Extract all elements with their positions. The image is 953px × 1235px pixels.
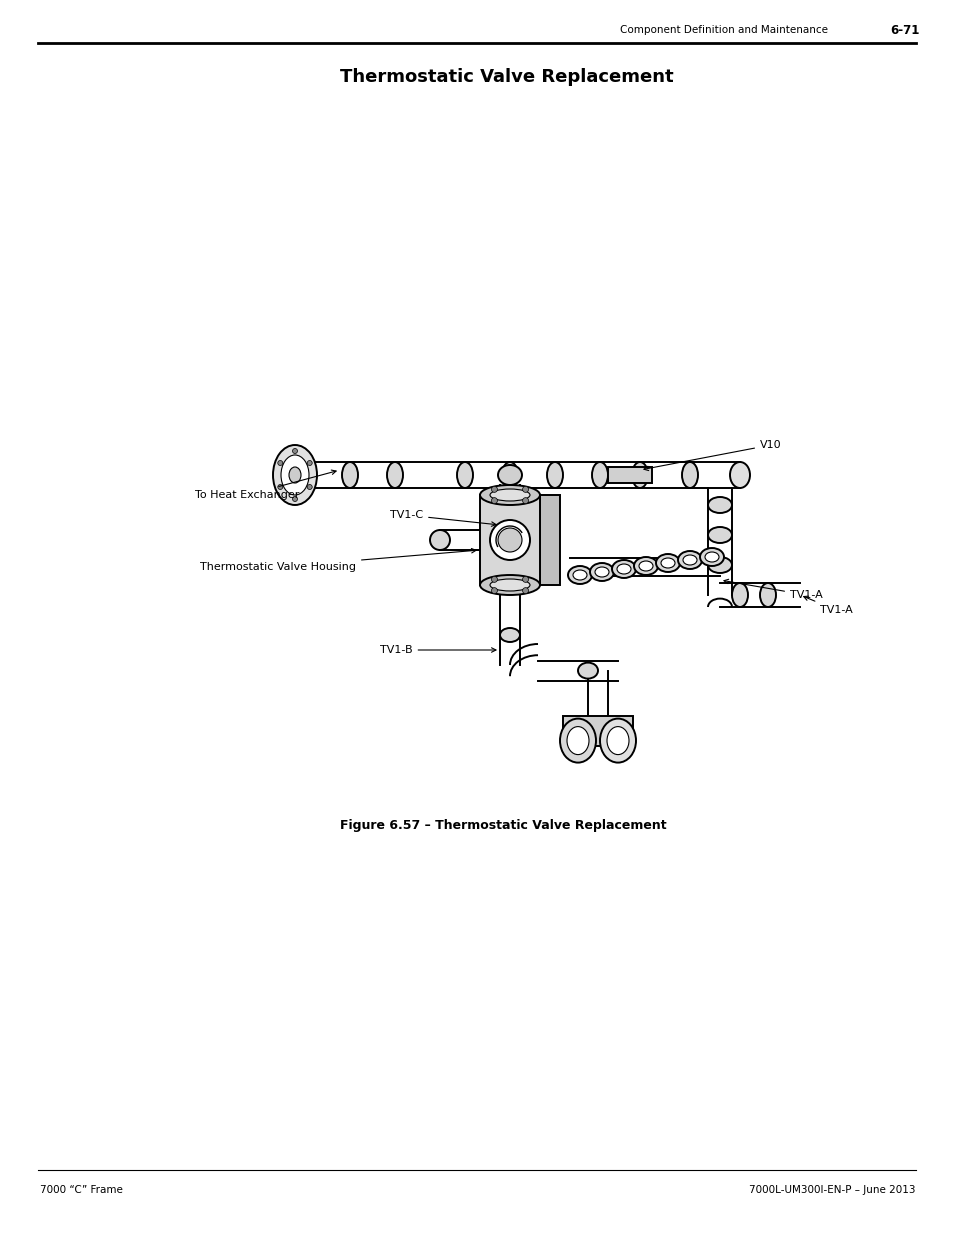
Ellipse shape: [341, 462, 357, 488]
Ellipse shape: [595, 567, 608, 577]
Text: V10: V10: [643, 440, 781, 471]
Ellipse shape: [599, 719, 636, 762]
Ellipse shape: [589, 563, 614, 580]
Ellipse shape: [430, 530, 450, 550]
Ellipse shape: [656, 555, 679, 572]
Ellipse shape: [277, 484, 282, 489]
Ellipse shape: [307, 461, 312, 466]
Bar: [587, 671, 607, 731]
Ellipse shape: [704, 552, 719, 562]
Bar: [294, 462, 740, 488]
Ellipse shape: [592, 462, 607, 488]
Text: 7000L-UM300I-EN-P – June 2013: 7000L-UM300I-EN-P – June 2013: [749, 1186, 915, 1195]
Text: TV1-B: TV1-B: [379, 645, 496, 655]
Ellipse shape: [491, 487, 497, 493]
Text: 7000 “C” Frame: 7000 “C” Frame: [40, 1186, 123, 1195]
Ellipse shape: [490, 520, 530, 559]
Ellipse shape: [491, 577, 497, 583]
Ellipse shape: [707, 557, 731, 573]
Ellipse shape: [479, 485, 539, 505]
Ellipse shape: [566, 726, 588, 755]
Bar: [707, 475, 731, 595]
Bar: [720, 583, 800, 606]
Ellipse shape: [293, 448, 297, 453]
Ellipse shape: [501, 462, 517, 488]
Text: Thermostatic Valve Housing: Thermostatic Valve Housing: [200, 548, 476, 572]
Bar: [569, 558, 720, 576]
Ellipse shape: [612, 559, 636, 578]
Ellipse shape: [491, 588, 497, 594]
Ellipse shape: [491, 498, 497, 504]
Bar: [439, 530, 479, 550]
Ellipse shape: [573, 571, 586, 580]
Text: Figure 6.57 – Thermostatic Valve Replacement: Figure 6.57 – Thermostatic Valve Replace…: [339, 819, 666, 831]
Ellipse shape: [559, 719, 596, 762]
Ellipse shape: [707, 527, 731, 543]
Bar: [499, 485, 519, 488]
Ellipse shape: [522, 577, 528, 583]
Bar: [537, 661, 618, 680]
Ellipse shape: [479, 576, 539, 595]
Ellipse shape: [273, 445, 316, 505]
Bar: [539, 495, 559, 585]
Ellipse shape: [729, 462, 749, 488]
Text: Component Definition and Maintenance: Component Definition and Maintenance: [619, 25, 827, 35]
Ellipse shape: [277, 461, 282, 466]
Ellipse shape: [522, 588, 528, 594]
Ellipse shape: [634, 557, 658, 576]
Ellipse shape: [387, 462, 402, 488]
Ellipse shape: [700, 548, 723, 566]
Text: TV1-A: TV1-A: [723, 579, 821, 600]
Ellipse shape: [681, 462, 698, 488]
Ellipse shape: [293, 496, 297, 501]
Ellipse shape: [606, 726, 628, 755]
Ellipse shape: [631, 462, 647, 488]
Ellipse shape: [617, 564, 630, 574]
Bar: [562, 715, 633, 746]
Ellipse shape: [497, 529, 521, 552]
Bar: [479, 495, 539, 585]
Ellipse shape: [307, 484, 312, 489]
Ellipse shape: [567, 566, 592, 584]
Text: TV1-C: TV1-C: [390, 510, 496, 526]
Ellipse shape: [546, 462, 562, 488]
Ellipse shape: [639, 561, 652, 571]
Ellipse shape: [490, 489, 530, 501]
Ellipse shape: [660, 558, 675, 568]
Ellipse shape: [456, 462, 473, 488]
Ellipse shape: [731, 583, 747, 606]
Ellipse shape: [522, 487, 528, 493]
Ellipse shape: [490, 579, 530, 592]
Ellipse shape: [499, 629, 519, 642]
Bar: [607, 467, 651, 483]
Ellipse shape: [578, 663, 598, 678]
Ellipse shape: [281, 454, 309, 495]
Ellipse shape: [289, 467, 301, 483]
Ellipse shape: [682, 555, 697, 564]
Ellipse shape: [760, 583, 775, 606]
Ellipse shape: [497, 466, 521, 485]
Bar: [499, 595, 519, 664]
Ellipse shape: [707, 496, 731, 513]
Ellipse shape: [522, 498, 528, 504]
Text: 6-71: 6-71: [889, 23, 919, 37]
Text: TV1-A: TV1-A: [802, 597, 852, 615]
Ellipse shape: [678, 551, 701, 569]
Text: To Heat Exchanger: To Heat Exchanger: [194, 471, 335, 500]
Text: Thermostatic Valve Replacement: Thermostatic Valve Replacement: [339, 68, 673, 86]
